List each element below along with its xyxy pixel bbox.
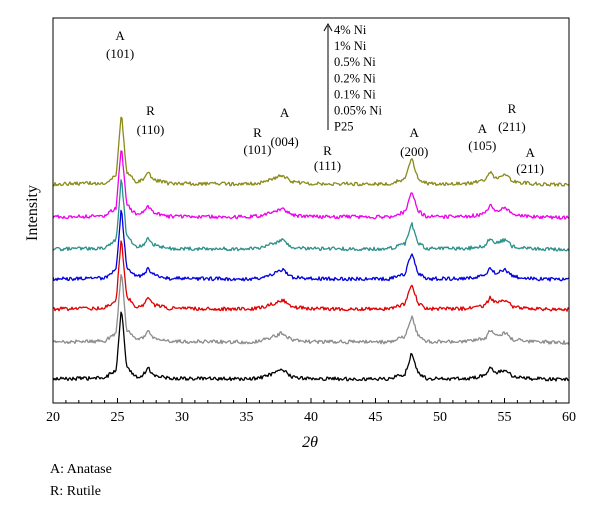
x-axis-label: 2θ — [302, 434, 318, 451]
legend-entry-0: 4% Ni — [334, 23, 367, 37]
peak-annotations: A(101)R(110) R(101)A(004)R(111)A(200)A(10… — [106, 28, 544, 176]
legend: 4% Ni 1% Ni 0.5% Ni 0.2% Ni 0.1% Ni 0.05% Ni P… — [323, 22, 382, 134]
peak-hkl-5: (200) — [400, 144, 428, 159]
peak-hkl-7: (211) — [498, 119, 526, 134]
series-line-0 — [52, 311, 570, 382]
series-line-6 — [52, 116, 570, 187]
x-tick-label-25: 25 — [111, 410, 125, 425]
peak-phase-5: A — [410, 125, 420, 140]
footnote-anatase: A: Anatase — [50, 462, 112, 477]
legend-entry-5: 0.05% Ni — [334, 104, 382, 118]
x-tick-label-55: 55 — [498, 410, 512, 425]
legend-entry-2: 0.5% Ni — [334, 55, 376, 69]
peak-hkl-4: (111) — [314, 158, 341, 173]
peak-phase-0: A — [115, 28, 125, 43]
series-line-5 — [52, 150, 570, 220]
peak-phase-8: A — [525, 145, 535, 160]
peak-phase-1: R — [146, 103, 155, 118]
peak-phase-6: A — [478, 121, 488, 136]
x-tick-label-50: 50 — [433, 410, 447, 425]
plot-frame — [52, 17, 570, 404]
peak-hkl-3: (004) — [271, 134, 299, 149]
legend-entry-1: 1% Ni — [334, 39, 367, 53]
series-line-2 — [52, 240, 570, 312]
peak-hkl-6: (105) — [468, 138, 496, 153]
legend-entry-3: 0.2% Ni — [334, 71, 376, 85]
series-line-1 — [52, 273, 570, 346]
footnote-rutile: R: Rutile — [50, 484, 101, 499]
x-tick-label-35: 35 — [240, 410, 254, 425]
x-tick-label-60: 60 — [562, 410, 576, 425]
axes: 20 25 30 35 40 45 50 55 60 — [46, 17, 576, 425]
legend-entry-6: P25 — [334, 120, 353, 134]
peak-phase-2: R — [253, 125, 262, 140]
legend-arrowhead — [323, 22, 333, 32]
peak-phase-4: R — [323, 143, 332, 158]
peak-hkl-8: (211) — [516, 161, 544, 176]
legend-entry-4: 0.1% Ni — [334, 87, 376, 101]
peak-hkl-1: (110) — [137, 122, 165, 137]
peak-phase-7: R — [508, 101, 517, 116]
series-line-4 — [52, 179, 570, 252]
y-axis-label: Intensity — [24, 185, 41, 241]
peak-hkl-2: (101) — [243, 142, 271, 157]
x-tick-label-40: 40 — [304, 410, 318, 425]
peak-hkl-0: (101) — [106, 46, 134, 61]
series-line-3 — [52, 209, 570, 282]
peak-phase-3: A — [280, 105, 290, 120]
x-tick-label-30: 30 — [175, 410, 189, 425]
series-layer — [52, 116, 570, 382]
x-tick-label-45: 45 — [369, 410, 383, 425]
x-tick-label-20: 20 — [46, 410, 60, 425]
